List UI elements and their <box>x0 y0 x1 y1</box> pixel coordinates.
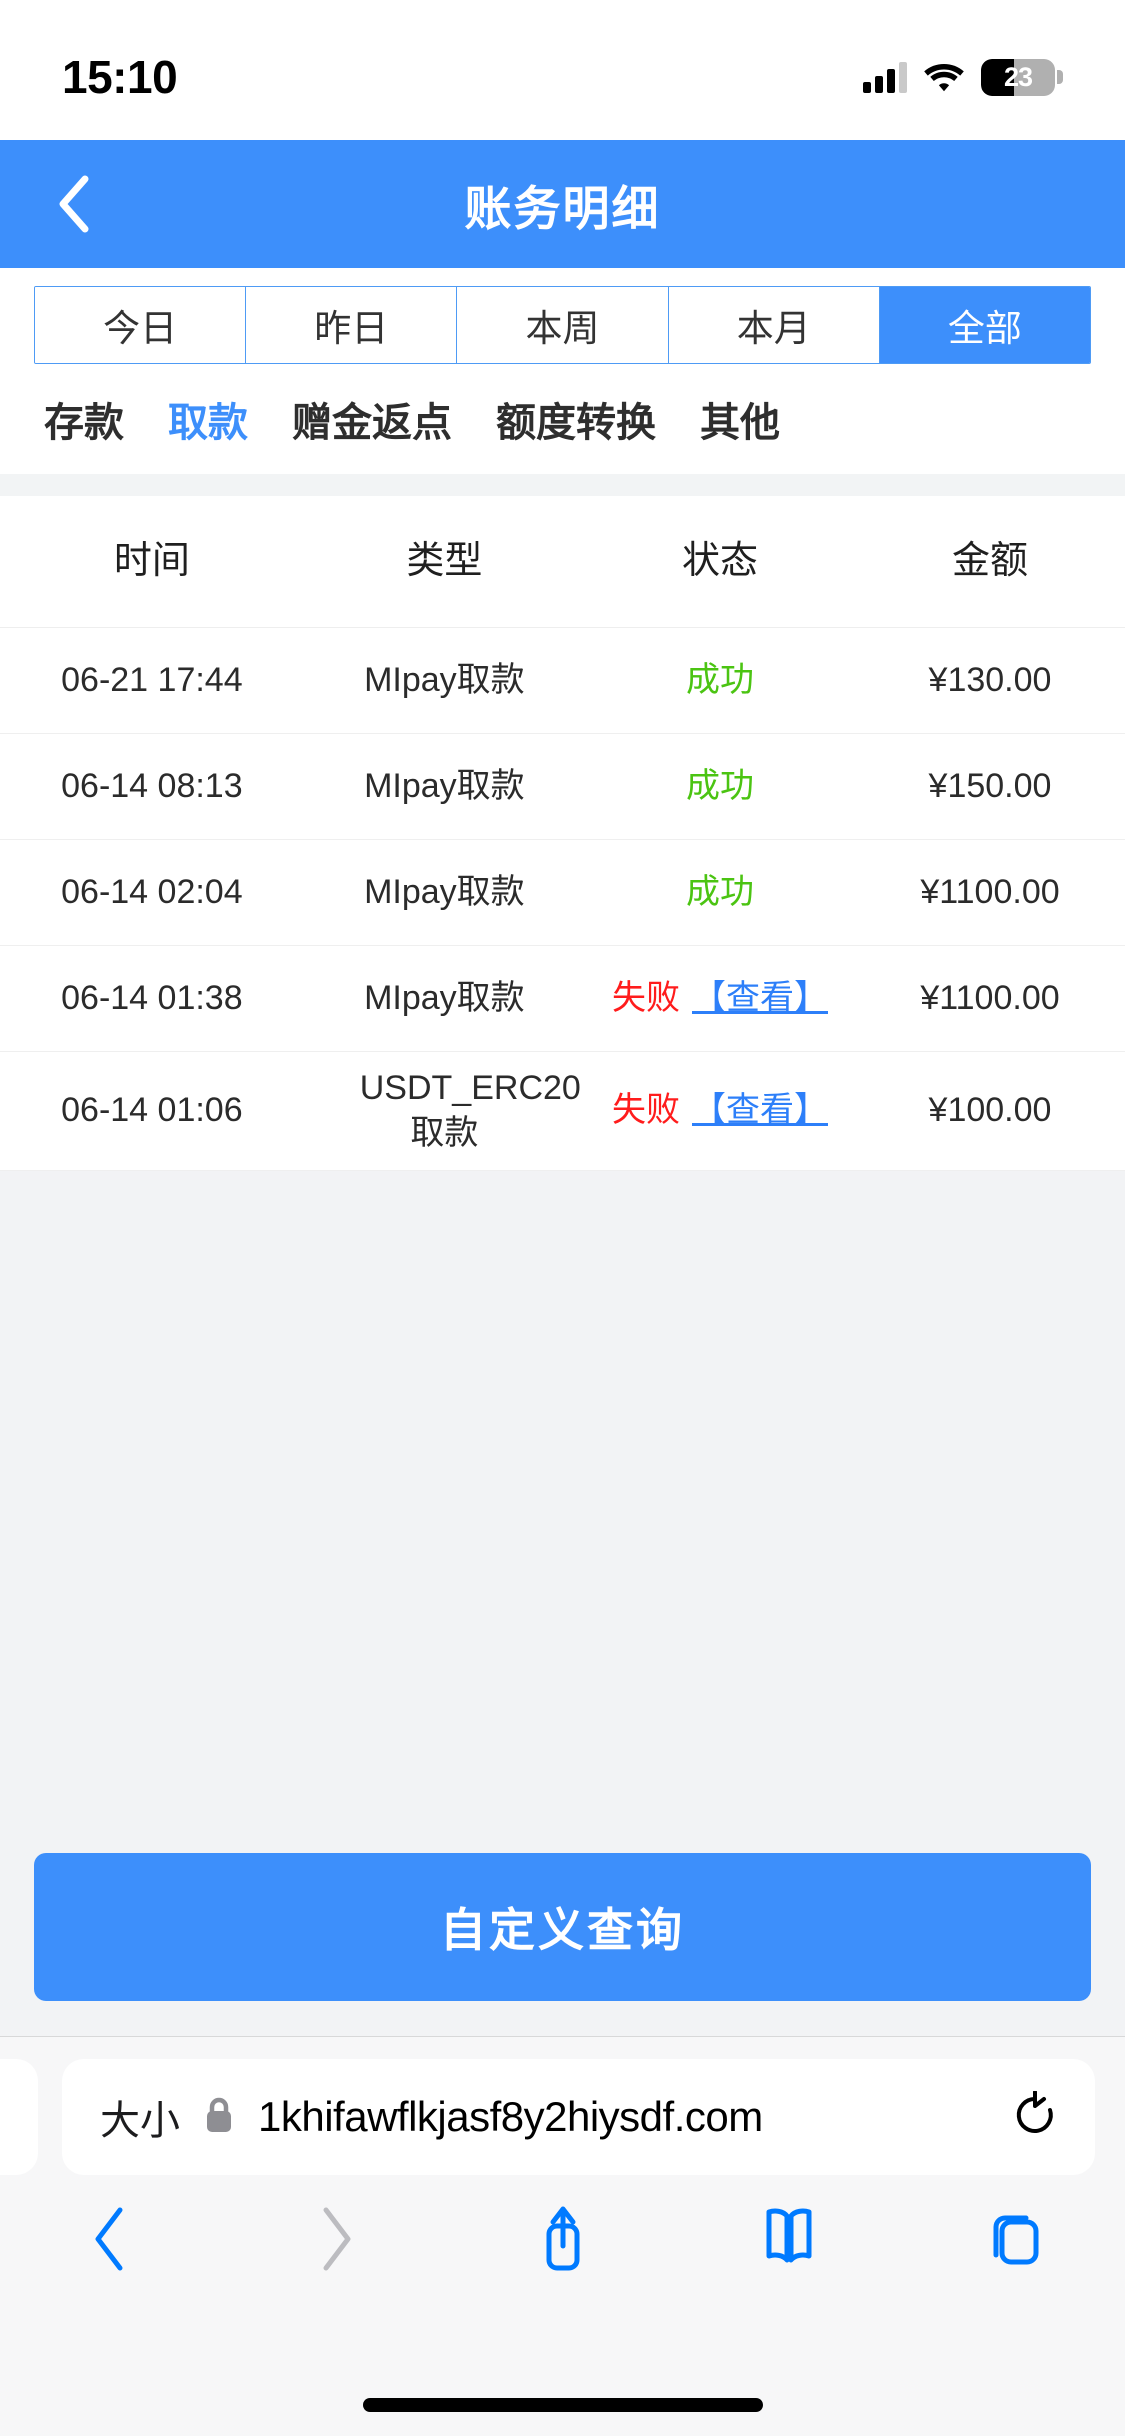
tabs-icon <box>993 2215 1039 2265</box>
status-indicators: 23 <box>863 58 1063 96</box>
tab-credit-transfer[interactable]: 额度转换 <box>496 401 656 445</box>
table-header-row: 时间 类型 状态 金额 <box>0 496 1125 628</box>
status-badge: 成功 <box>686 873 754 912</box>
column-header-status: 状态 <box>681 540 758 583</box>
cell-amount: ¥150.00 <box>928 767 1052 806</box>
browser-toolbar <box>0 2175 1125 2277</box>
table-row: 06-21 17:44 MIpay取款 成功 ¥130.00 <box>0 628 1125 734</box>
cell-time: 06-14 01:38 <box>61 979 243 1018</box>
tab-deposit[interactable]: 存款 <box>44 401 124 445</box>
tabs-button[interactable] <box>977 2201 1053 2277</box>
tab-bonus-rebate[interactable]: 赠金返点 <box>292 401 452 445</box>
lock-icon <box>202 2094 236 2141</box>
url-bar-row: 大小 1khifawflkjasf8y2hiysdf.com <box>0 2037 1125 2175</box>
view-detail-link[interactable]: 【查看】 <box>692 1091 828 1130</box>
wifi-icon <box>923 61 965 93</box>
cell-type: MIpay取款 <box>364 661 525 700</box>
cellular-signal-icon <box>863 61 907 93</box>
period-tab-today[interactable]: 今日 <box>35 287 247 363</box>
status-bar: 15:10 23 <box>0 0 1125 140</box>
share-button[interactable] <box>525 2201 601 2277</box>
cell-amount: ¥100.00 <box>928 1091 1052 1130</box>
section-divider <box>0 474 1125 496</box>
status-badge: 成功 <box>686 767 754 806</box>
cell-time: 06-21 17:44 <box>61 661 243 700</box>
page-title: 账务明细 <box>464 181 661 235</box>
status-time: 15:10 <box>62 51 178 103</box>
tab-withdraw[interactable]: 取款 <box>168 401 248 445</box>
period-tab-yesterday[interactable]: 昨日 <box>246 287 458 363</box>
adjacent-tab-peek[interactable] <box>0 2059 38 2175</box>
query-button-container: 自定义查询 <box>0 1853 1125 2001</box>
cell-time: 06-14 02:04 <box>61 873 243 912</box>
cell-status: 失败 【查看】 <box>585 962 855 1035</box>
table-row: 06-14 01:06 USDT_ERC20取款 失败 【查看】 ¥100.00 <box>0 1052 1125 1171</box>
period-tab-all[interactable]: 全部 <box>879 287 1090 363</box>
forward-button[interactable] <box>298 2201 374 2277</box>
status-badge: 成功 <box>686 661 754 700</box>
period-filter: 今日 昨日 本周 本月 全部 <box>0 268 1125 382</box>
status-badge: 失败 <box>612 979 680 1018</box>
table-row: 06-14 02:04 MIpay取款 成功 ¥1100.00 <box>0 840 1125 946</box>
cell-status: 失败 【查看】 <box>585 1074 855 1147</box>
table-row: 06-14 01:38 MIpay取款 失败 【查看】 ¥1100.00 <box>0 946 1125 1052</box>
back-button[interactable] <box>46 175 102 233</box>
chevron-left-icon <box>59 175 89 233</box>
cell-type: USDT_ERC20取款 <box>359 1069 581 1152</box>
page-header: 账务明细 <box>0 140 1125 268</box>
cell-amount: ¥1100.00 <box>920 873 1060 912</box>
bookmarks-icon <box>766 2208 812 2263</box>
text-size-button[interactable]: 大小 <box>100 2099 180 2143</box>
column-header-type: 类型 <box>406 540 483 583</box>
transaction-table: 时间 类型 状态 金额 06-21 17:44 MIpay取款 成功 ¥130.… <box>0 496 1125 1171</box>
home-indicator <box>362 2398 763 2412</box>
battery-percent-label: 23 <box>1003 61 1033 92</box>
category-tabs: 存款 取款 赠金返点 额度转换 其他 <box>0 382 1125 474</box>
cell-status: 成功 <box>585 750 855 823</box>
custom-query-button[interactable]: 自定义查询 <box>34 1853 1091 2001</box>
reload-icon[interactable] <box>1013 2089 1057 2144</box>
cell-amount: ¥1100.00 <box>920 979 1060 1018</box>
column-header-amount: 金额 <box>951 540 1028 583</box>
cell-time: 06-14 08:13 <box>61 767 243 806</box>
browser-chrome: 大小 1khifawflkjasf8y2hiysdf.com <box>0 2036 1125 2436</box>
cell-status: 成功 <box>585 644 855 717</box>
period-tab-this-month[interactable]: 本月 <box>668 287 880 363</box>
address-bar[interactable]: 大小 1khifawflkjasf8y2hiysdf.com <box>62 2059 1095 2175</box>
tab-other[interactable]: 其他 <box>700 401 780 445</box>
cell-status: 成功 <box>585 856 855 929</box>
column-header-time: 时间 <box>113 540 190 583</box>
table-row: 06-14 08:13 MIpay取款 成功 ¥150.00 <box>0 734 1125 840</box>
cell-type: MIpay取款 <box>364 979 525 1018</box>
forward-icon <box>323 2207 351 2271</box>
battery-icon: 23 <box>981 58 1063 96</box>
period-tab-this-week[interactable]: 本周 <box>457 287 669 363</box>
back-icon <box>95 2207 123 2271</box>
cell-time: 06-14 01:06 <box>61 1091 243 1130</box>
cell-type: MIpay取款 <box>364 873 525 912</box>
cell-type: MIpay取款 <box>364 767 525 806</box>
view-detail-link[interactable]: 【查看】 <box>692 979 828 1018</box>
bookmarks-button[interactable] <box>751 2201 827 2277</box>
share-icon <box>546 2206 579 2271</box>
url-text[interactable]: 1khifawflkjasf8y2hiysdf.com <box>258 2093 763 2140</box>
cell-amount: ¥130.00 <box>928 661 1052 700</box>
back-button[interactable] <box>72 2201 148 2277</box>
status-badge: 失败 <box>612 1091 680 1130</box>
